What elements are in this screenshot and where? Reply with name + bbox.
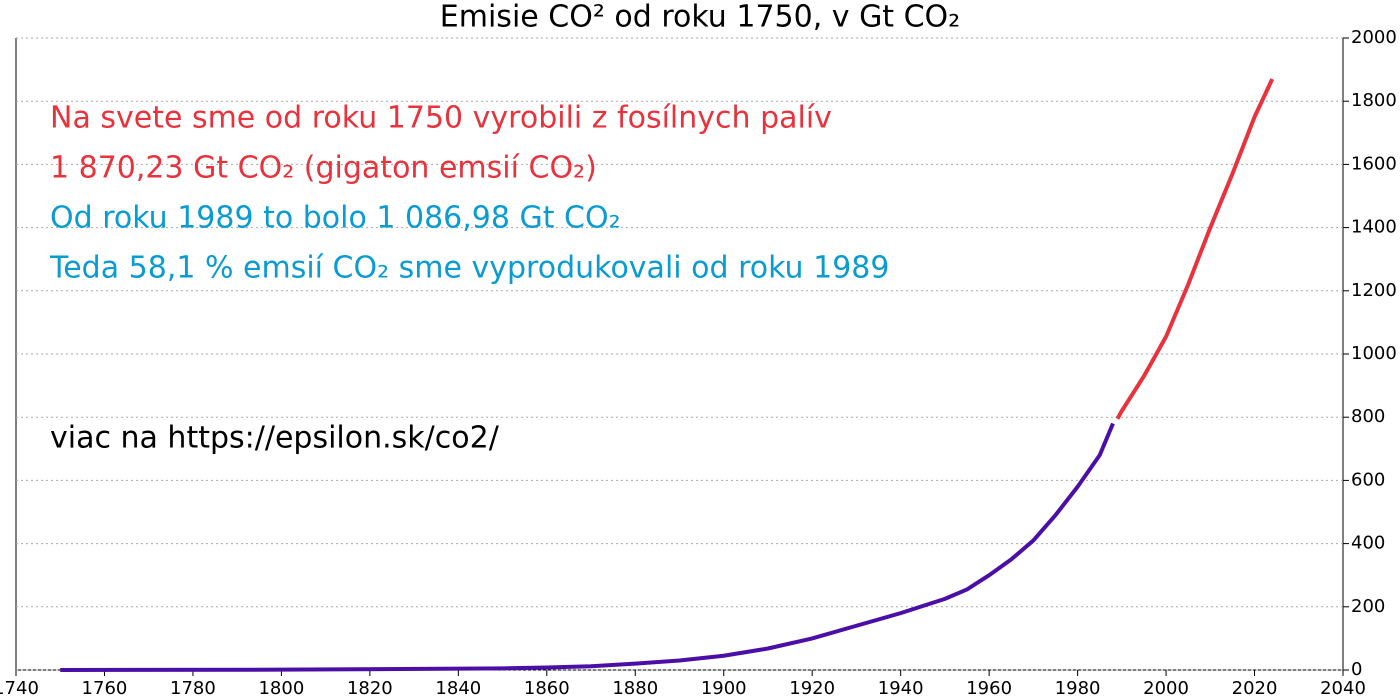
x-tick-label: 2000 [1143, 678, 1189, 699]
x-tick-label: 1780 [170, 678, 216, 699]
x-tick-label: 1800 [258, 678, 304, 699]
y-tick-label: 1000 [1351, 343, 1397, 364]
annotation: Na svete sme od roku 1750 vyrobili z fos… [50, 101, 832, 136]
data-line [1115, 78, 1275, 420]
y-tick-label: 1600 [1351, 153, 1397, 174]
annotation: 1 870,23 Gt CO₂ (gigaton emsií CO₂) [50, 151, 597, 186]
x-tick-label: 1820 [347, 678, 393, 699]
chart-title: Emisie CO² od roku 1750, v Gt CO₂ [440, 0, 960, 35]
y-tick-label: 2000 [1351, 27, 1397, 48]
x-tick-label: 1920 [789, 678, 835, 699]
data-line [60, 422, 1115, 672]
annotation: Teda 58,1 % emsií CO₂ sme vyprodukovali … [49, 251, 889, 286]
x-tick-label: 1740 [0, 678, 39, 699]
y-tick-label: 0 [1351, 659, 1362, 680]
x-tick-label: 1940 [878, 678, 924, 699]
x-tick-label: 1760 [82, 678, 128, 699]
x-tick-label: 1980 [1055, 678, 1101, 699]
x-tick-label: 2040 [1320, 678, 1366, 699]
x-tick-label: 2020 [1232, 678, 1278, 699]
annotation: viac na https://epsilon.sk/co2/ [50, 421, 500, 456]
y-tick-label: 1200 [1351, 280, 1397, 301]
y-tick-label: 400 [1351, 533, 1385, 554]
x-tick-label: 1860 [524, 678, 570, 699]
x-tick-label: 1840 [435, 678, 481, 699]
x-tick-label: 1960 [966, 678, 1012, 699]
y-tick-label: 600 [1351, 469, 1385, 490]
y-tick-label: 1800 [1351, 90, 1397, 111]
y-tick-label: 800 [1351, 406, 1385, 427]
x-tick-label: 1900 [701, 678, 747, 699]
y-tick-label: 200 [1351, 596, 1385, 617]
x-tick-label: 1880 [612, 678, 658, 699]
y-tick-label: 1400 [1351, 217, 1397, 238]
annotation: Od roku 1989 to bolo 1 086,98 Gt CO₂ [50, 201, 621, 236]
